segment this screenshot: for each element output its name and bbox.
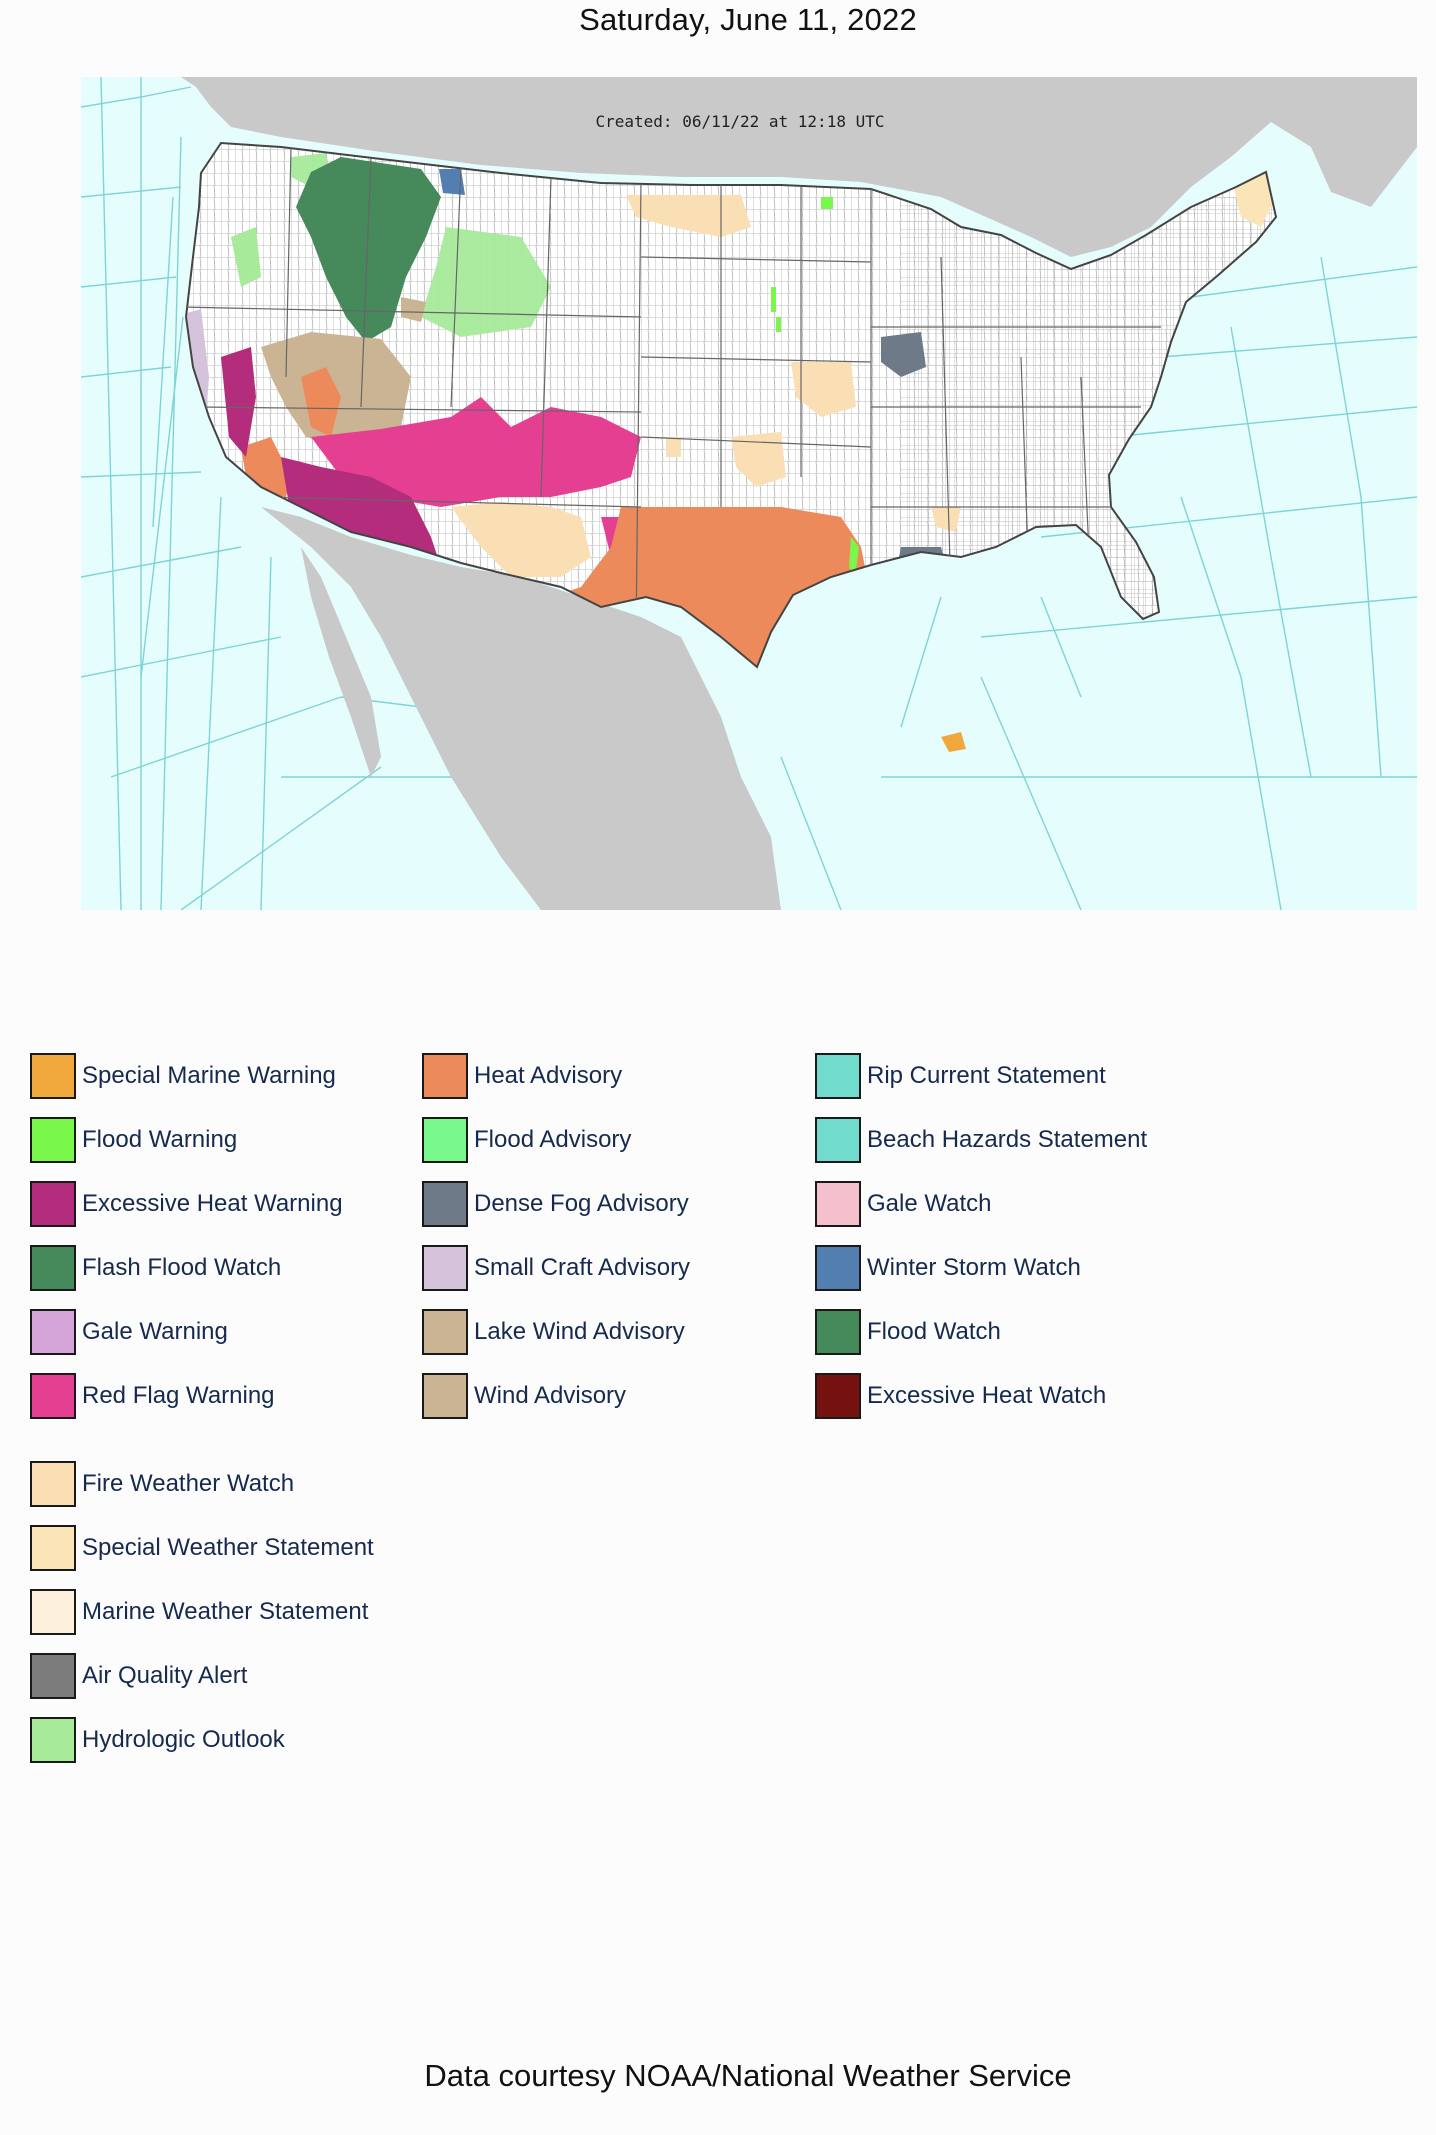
legend-label: Heat Advisory (474, 1062, 623, 1089)
legend-item: Hydrologic Outlook (30, 1716, 285, 1764)
legend-swatch (30, 1589, 76, 1635)
legend-swatch (422, 1245, 468, 1291)
legend-swatch (30, 1117, 76, 1163)
weather-alerts-map: Created: 06/11/22 at 12:18 UTC (81, 77, 1417, 910)
legend-label: Rip Current Statement (867, 1062, 1106, 1089)
legend-label: Wind Advisory (474, 1382, 627, 1409)
legend-label: Dense Fog Advisory (474, 1190, 689, 1217)
legend-swatch (30, 1525, 76, 1571)
legend-item: Excessive Heat Warning (30, 1180, 343, 1228)
legend-swatch (30, 1309, 76, 1355)
legend-item: Air Quality Alert (30, 1652, 247, 1700)
legend-swatch (815, 1181, 861, 1227)
legend-swatch (30, 1717, 76, 1763)
map-created-stamp: Created: 06/11/22 at 12:18 UTC (596, 112, 885, 131)
legend-swatch (422, 1117, 468, 1163)
legend-item: Winter Storm Watch (815, 1244, 1081, 1292)
legend-label: Gale Watch (867, 1190, 992, 1217)
legend-item: Gale Warning (30, 1308, 228, 1356)
legend-label: Gale Warning (82, 1318, 228, 1345)
data-credit: Data courtesy NOAA/National Weather Serv… (424, 2058, 1072, 2093)
legend-item: Lake Wind Advisory (422, 1308, 685, 1356)
legend-label: Small Craft Advisory (474, 1254, 691, 1281)
legend-label: Hydrologic Outlook (82, 1726, 285, 1753)
legend-label: Winter Storm Watch (867, 1254, 1081, 1281)
legend-swatch (30, 1461, 76, 1507)
legend-swatch (815, 1117, 861, 1163)
legend-item: Flood Watch (815, 1308, 1001, 1356)
legend-item: Flood Advisory (422, 1116, 631, 1164)
legend-label: Fire Weather Watch (82, 1470, 295, 1497)
legend-item: Red Flag Warning (30, 1372, 275, 1420)
legend-swatch (815, 1245, 861, 1291)
legend-item: Dense Fog Advisory (422, 1180, 689, 1228)
legend-item: Flood Warning (30, 1116, 237, 1164)
legend-item: Marine Weather Statement (30, 1588, 368, 1636)
legend-swatch (30, 1053, 76, 1099)
legend-swatch (422, 1053, 468, 1099)
legend-swatch (30, 1181, 76, 1227)
legend-label: Flood Watch (867, 1318, 1001, 1345)
legend-swatch (815, 1053, 861, 1099)
legend-label: Air Quality Alert (82, 1662, 248, 1689)
legend-label: Beach Hazards Statement (867, 1126, 1148, 1153)
legend-item: Wind Advisory (422, 1372, 626, 1420)
legend-label: Marine Weather Statement (82, 1598, 369, 1625)
legend-swatch (30, 1245, 76, 1291)
legend-label: Red Flag Warning (82, 1382, 275, 1409)
legend-label: Excessive Heat Watch (867, 1382, 1107, 1409)
legend-item: Rip Current Statement (815, 1052, 1106, 1100)
legend-swatch (815, 1309, 861, 1355)
legend-item: Small Craft Advisory (422, 1244, 690, 1292)
legend-item: Fire Weather Watch (30, 1460, 294, 1508)
page-title: Saturday, June 11, 2022 (579, 2, 917, 37)
legend-swatch (815, 1373, 861, 1419)
legend-item: Gale Watch (815, 1180, 992, 1228)
legend-swatch (30, 1653, 76, 1699)
legend-swatch (422, 1309, 468, 1355)
legend-label: Special Marine Warning (82, 1062, 336, 1089)
legend-swatch (30, 1373, 76, 1419)
legend-label: Flood Warning (82, 1126, 238, 1153)
legend-item: Heat Advisory (422, 1052, 622, 1100)
legend-label: Excessive Heat Warning (82, 1190, 343, 1217)
legend-item: Special Marine Warning (30, 1052, 336, 1100)
legend-swatch (422, 1181, 468, 1227)
legend-item: Excessive Heat Watch (815, 1372, 1106, 1420)
legend-label: Special Weather Statement (82, 1534, 374, 1561)
legend-swatch (422, 1373, 468, 1419)
legend-item: Flash Flood Watch (30, 1244, 281, 1292)
legend-label: Lake Wind Advisory (474, 1318, 685, 1345)
legend-label: Flood Advisory (474, 1126, 632, 1153)
legend-item: Special Weather Statement (30, 1524, 374, 1572)
legend-item: Beach Hazards Statement (815, 1116, 1147, 1164)
legend-label: Flash Flood Watch (82, 1254, 282, 1281)
